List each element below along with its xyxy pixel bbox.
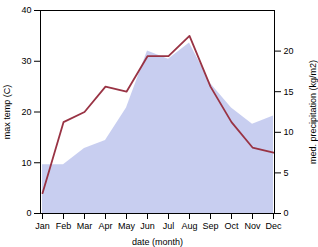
svg-text:Nov: Nov [244, 221, 261, 231]
svg-text:med. precipitation (kg/m2): med. precipitation (kg/m2) [308, 60, 318, 164]
svg-text:max temp (C): max temp (C) [2, 85, 12, 140]
svg-text:Aug: Aug [181, 221, 197, 231]
svg-text:Apr: Apr [98, 221, 112, 231]
svg-text:5: 5 [284, 168, 289, 178]
svg-text:Jan: Jan [35, 221, 50, 231]
svg-text:20: 20 [21, 107, 31, 117]
svg-text:date (month): date (month) [132, 237, 183, 247]
svg-text:10: 10 [284, 127, 294, 137]
svg-text:May: May [118, 221, 136, 231]
svg-text:0: 0 [26, 208, 31, 218]
svg-text:Mar: Mar [77, 221, 93, 231]
svg-text:Sep: Sep [202, 221, 218, 231]
svg-text:Jun: Jun [140, 221, 155, 231]
svg-text:30: 30 [21, 56, 31, 66]
svg-text:Oct: Oct [224, 221, 239, 231]
svg-text:40: 40 [21, 5, 31, 15]
svg-text:20: 20 [284, 46, 294, 56]
svg-text:Dec: Dec [265, 221, 282, 231]
svg-text:10: 10 [21, 158, 31, 168]
svg-text:Jul: Jul [163, 221, 175, 231]
svg-text:Feb: Feb [56, 221, 72, 231]
svg-text:15: 15 [284, 87, 294, 97]
svg-text:0: 0 [284, 208, 289, 218]
